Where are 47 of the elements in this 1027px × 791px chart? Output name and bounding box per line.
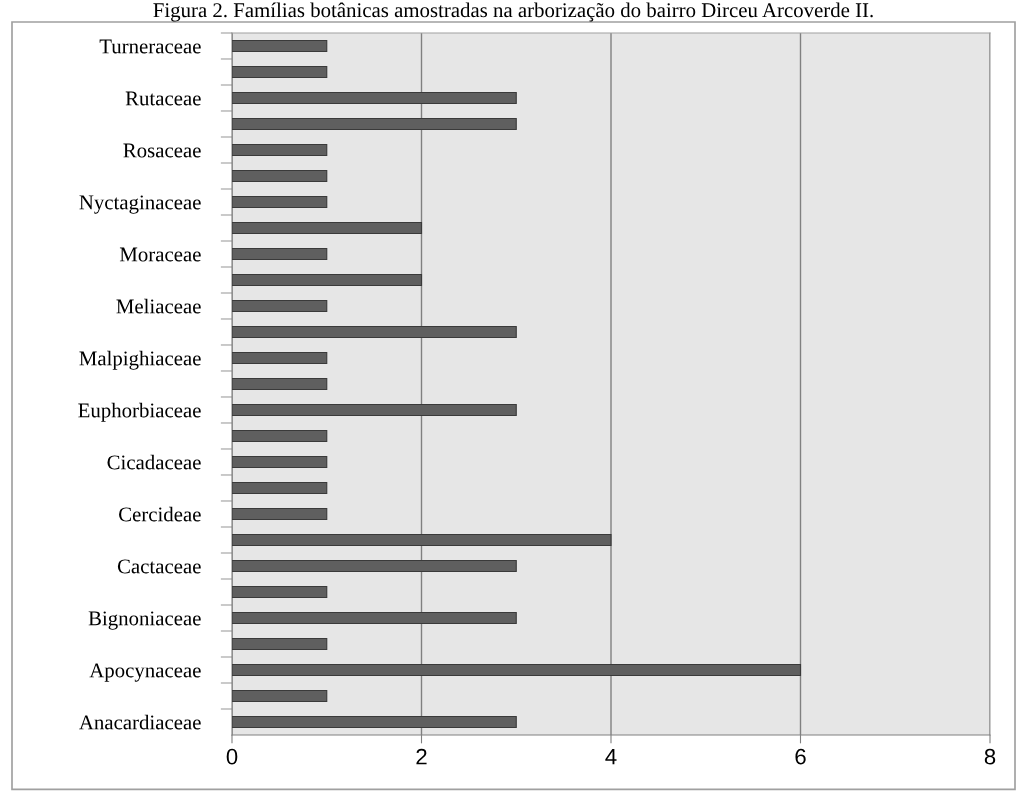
bar [232,637,328,651]
bar [232,429,328,443]
y-tick-label: Bignoniaceae [88,611,201,630]
y-tick-label: Moraceae [119,247,201,262]
x-tick-label: 8 [984,748,996,765]
bar [232,273,423,287]
y-tick-label: Cercideae [119,506,201,522]
y-tick-label: Cicadaceae [107,454,201,470]
bar [232,559,517,573]
bar [232,325,517,339]
x-tick-label: 0 [226,748,238,765]
bar [232,663,802,677]
bar [232,65,328,79]
bar [232,689,328,703]
y-tick-label: Malpighiaceae [79,350,201,370]
bar [232,403,517,417]
y-tick-label: Turneraceae [99,39,201,54]
bar [232,117,517,131]
y-tick-label: Rosaceae [123,143,201,158]
y-tick-label: Anacardiaceae [79,714,201,730]
bar [232,351,328,365]
bar [232,169,328,183]
bar [232,507,328,521]
bar [232,299,328,313]
x-tick-label: 6 [795,748,806,765]
y-tick-label: Rutaceae [125,91,201,106]
chart-title: Figura 2. Famílias botânicas amostradas na arborização do bairro Dirceu Arcoverde II. [153,2,873,22]
bar [232,247,328,261]
bar [232,91,517,105]
y-tick-label: Euphorbiaceae [78,402,201,422]
bar [232,143,328,157]
bar [232,585,328,599]
y-tick-label: Meliaceae [116,298,201,314]
bar [232,611,517,625]
y-tick-label: Nyctaginaceae [79,195,201,214]
bar [232,195,328,209]
bar [232,39,328,53]
x-tick-label: 2 [416,748,427,765]
y-tick-label: Cactaceae [117,559,201,574]
bar [232,377,328,391]
bar [232,221,423,235]
bar [232,481,328,495]
x-tick-label: 4 [605,749,617,765]
bar [232,455,328,469]
bar [232,533,612,547]
bar [232,715,517,729]
y-tick-label: Apocynaceae [89,663,201,682]
